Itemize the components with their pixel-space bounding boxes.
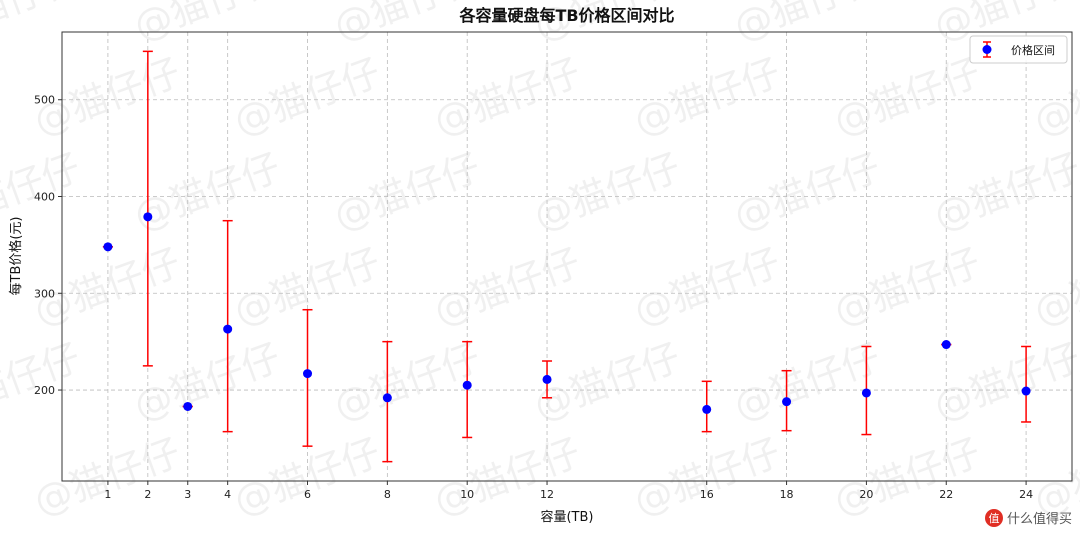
x-tick-label: 22	[939, 488, 953, 501]
x-tick-label: 12	[540, 488, 554, 501]
watermark-text: @猫仔仔	[528, 335, 686, 428]
watermark-text: @猫仔仔	[28, 430, 186, 523]
legend-label: 价格区间	[1011, 43, 1055, 57]
legend-box	[969, 35, 1068, 64]
data-point	[542, 374, 552, 384]
data-point	[462, 380, 472, 390]
watermark-text: @猫仔仔	[728, 145, 886, 238]
x-tick-label: 6	[304, 488, 311, 501]
data-point	[183, 401, 193, 411]
data-point	[382, 393, 392, 403]
watermark-text: @猫仔仔	[128, 335, 286, 428]
logo-badge: 值	[984, 508, 1003, 527]
x-tick-label: 20	[859, 488, 873, 501]
x-tick-label: 4	[224, 488, 231, 501]
watermark-text: @猫仔仔	[728, 335, 886, 428]
legend: 价格区间	[969, 35, 1068, 64]
watermark-text: @猫仔仔	[928, 335, 1080, 428]
watermark-text: @猫仔仔	[828, 50, 986, 143]
x-tick-label: 16	[700, 488, 714, 501]
site-logo: 值 什么值得买	[984, 508, 1072, 527]
data-point	[861, 388, 871, 398]
watermark-text: @猫仔仔	[728, 0, 886, 48]
data-point	[143, 212, 153, 222]
watermark-text: @猫仔仔	[128, 145, 286, 238]
legend-marker-icon	[982, 45, 992, 54]
watermark-text: @猫仔仔	[928, 145, 1080, 238]
x-tick-label: 8	[384, 488, 391, 501]
data-point	[303, 369, 313, 379]
watermark-text: @猫仔仔	[328, 335, 486, 428]
watermark-text: @猫仔仔	[328, 145, 486, 238]
data-point	[1021, 386, 1031, 396]
watermark-text: @猫仔仔	[428, 240, 586, 333]
watermark-text: @猫仔仔	[228, 50, 386, 143]
y-tick-label: 400	[34, 191, 55, 204]
x-tick-label: 24	[1019, 488, 1033, 501]
logo-text: 什么值得买	[1006, 512, 1072, 527]
y-tick-label: 300	[34, 287, 55, 300]
watermark-text: @猫仔仔	[0, 335, 86, 428]
x-tick-label: 18	[780, 488, 794, 501]
x-tick-label: 3	[184, 488, 191, 501]
x-tick-label: 1	[104, 488, 111, 501]
plot-frame	[61, 31, 1073, 482]
y-tick-label: 200	[34, 384, 55, 397]
y-axis-label: 每TB价格(元)	[8, 216, 24, 295]
watermark-text: @猫仔仔	[528, 145, 686, 238]
watermark-text: @猫仔仔	[0, 0, 86, 48]
data-marks	[102, 50, 1032, 463]
x-tick-label: 10	[460, 488, 474, 501]
data-point	[223, 324, 233, 334]
watermark-text: @猫仔仔	[828, 430, 986, 523]
data-point	[941, 340, 951, 350]
data-point	[702, 404, 712, 414]
watermark-text: @猫仔仔	[128, 0, 286, 48]
watermark-text: @猫仔仔	[828, 240, 986, 333]
y-tick-label: 500	[34, 94, 55, 107]
x-axis-label: 容量(TB)	[540, 509, 593, 525]
data-point	[103, 242, 113, 252]
chart-title: 各容量硬盘每TB价格区间对比	[458, 6, 674, 25]
watermark-text: @猫仔仔	[428, 50, 586, 143]
data-point	[782, 397, 792, 407]
x-tick-label: 2	[144, 488, 151, 501]
